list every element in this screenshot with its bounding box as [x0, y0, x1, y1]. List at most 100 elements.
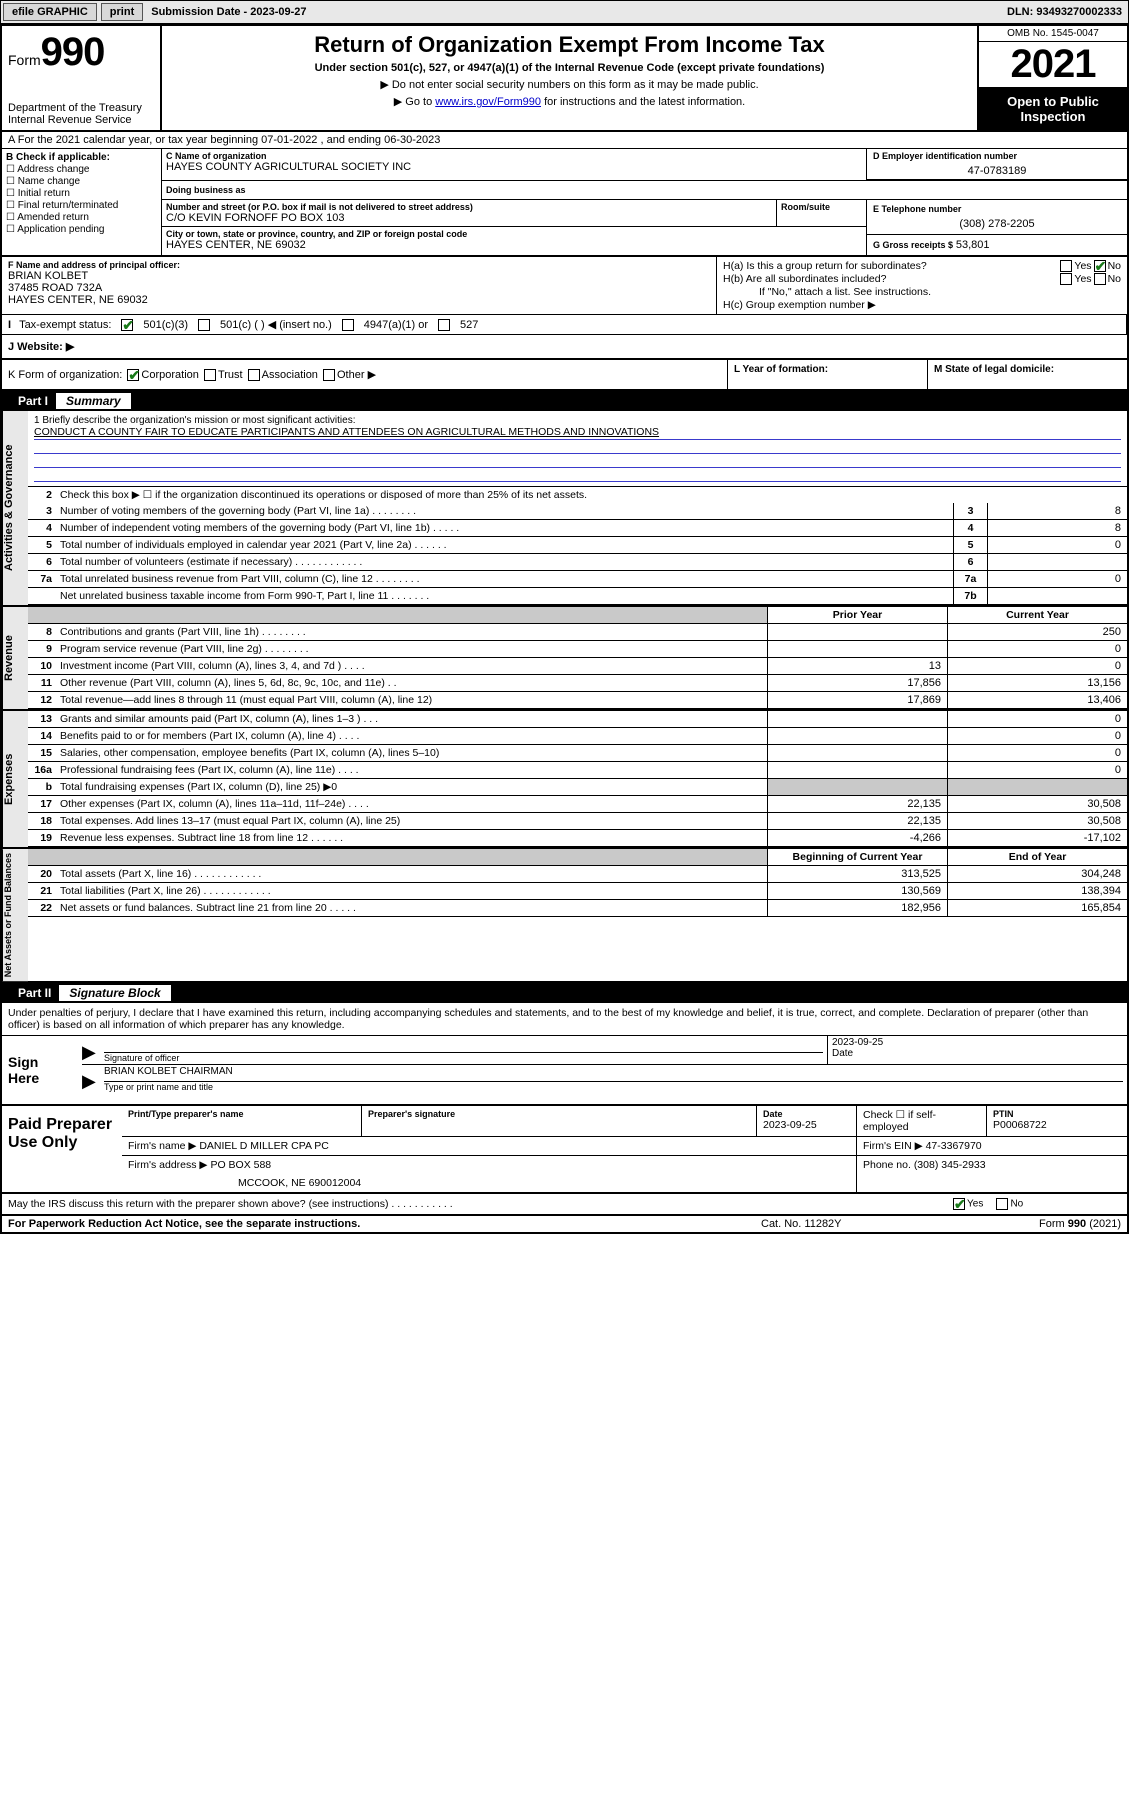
section-b-to-g: B Check if applicable: ☐ Address change …	[2, 149, 1127, 257]
prior-year-hdr: Prior Year	[767, 607, 947, 623]
summary-row: 13Grants and similar amounts paid (Part …	[28, 711, 1127, 728]
officer-addr2: HAYES CENTER, NE 69032	[8, 294, 710, 306]
summary-row: 16aProfessional fundraising fees (Part I…	[28, 762, 1127, 779]
gross-label: G Gross receipts $	[873, 240, 953, 250]
lbl-501c: 501(c) ( ) ◀ (insert no.)	[220, 318, 332, 331]
form-prefix: Form	[8, 52, 41, 68]
ha-yes-label: Yes	[1074, 260, 1091, 272]
summary-row: 21Total liabilities (Part X, line 26) . …	[28, 883, 1127, 900]
lbl-other: Other ▶	[337, 369, 376, 381]
boc-hdr: Beginning of Current Year	[767, 849, 947, 865]
section-f: F Name and address of principal officer:…	[2, 257, 717, 314]
city-label: City or town, state or province, country…	[166, 229, 862, 239]
chk-name-change[interactable]: ☐ Name change	[6, 176, 157, 187]
eoy-hdr: End of Year	[947, 849, 1127, 865]
chk-amended[interactable]: ☐ Amended return	[6, 212, 157, 223]
sig-type-caption: Type or print name and title	[104, 1082, 1123, 1092]
form-number: 990	[41, 30, 105, 74]
chk-501c3[interactable]	[121, 319, 133, 331]
revenue-section: Revenue Prior Year Current Year 8Contrib…	[2, 607, 1127, 711]
ha-no-label: No	[1108, 260, 1121, 272]
ptin-value: P00068722	[993, 1119, 1121, 1131]
part-2-header: Part II Signature Block	[2, 983, 1127, 1003]
dept-label: Department of the Treasury	[8, 102, 154, 114]
h-b-label: H(b) Are all subordinates included?	[723, 273, 1058, 285]
form-990: Form990 Department of the Treasury Inter…	[0, 24, 1129, 1234]
sec-b-label: B Check if applicable:	[6, 152, 157, 163]
top-toolbar: efile GRAPHIC print Submission Date - 20…	[0, 0, 1129, 24]
officer-name: BRIAN KOLBET	[8, 270, 710, 282]
chk-final-return[interactable]: ☐ Final return/terminated	[6, 200, 157, 211]
section-h: H(a) Is this a group return for subordin…	[717, 257, 1127, 314]
section-d: D Employer identification number 47-0783…	[867, 149, 1127, 180]
omb-number: OMB No. 1545-0047	[979, 26, 1127, 42]
firmcity-value: MCCOOK, NE 690012004	[128, 1171, 850, 1189]
section-klm: K Form of organization: Corporation Trus…	[2, 360, 1127, 391]
discuss-yes-checkbox[interactable]	[953, 1198, 965, 1210]
cat-no: Cat. No. 11282Y	[761, 1218, 961, 1230]
chk-address-change[interactable]: ☐ Address change	[6, 164, 157, 175]
chk-other[interactable]	[323, 369, 335, 381]
room-label: Room/suite	[781, 202, 862, 212]
chk-527[interactable]	[438, 319, 450, 331]
phone-label: E Telephone number	[873, 204, 1121, 214]
irs-label: Internal Revenue Service	[8, 114, 154, 126]
firmaddr-label: Firm's address ▶	[128, 1159, 208, 1171]
link-note: ▶ Go to www.irs.gov/Form990 for instruct…	[170, 95, 969, 108]
chk-corp[interactable]	[127, 369, 139, 381]
sig-officer-caption: Signature of officer	[104, 1053, 823, 1063]
hb-yes-label: Yes	[1074, 273, 1091, 285]
section-c: C Name of organization HAYES COUNTY AGRI…	[162, 149, 1127, 255]
chk-initial-return[interactable]: ☐ Initial return	[6, 188, 157, 199]
summary-row: 10Investment income (Part VIII, column (…	[28, 658, 1127, 675]
summary-row: 12Total revenue—add lines 8 through 11 (…	[28, 692, 1127, 709]
hb-no-checkbox[interactable]	[1094, 273, 1106, 285]
ha-yes-checkbox[interactable]	[1060, 260, 1072, 272]
summary-row: 9Program service revenue (Part VIII, lin…	[28, 641, 1127, 658]
sig-arrow-icon: ▶	[82, 1036, 100, 1064]
ein-value: 47-0783189	[873, 161, 1121, 177]
net-assets-section: Net Assets or Fund Balances Beginning of…	[2, 849, 1127, 983]
hb-yes-checkbox[interactable]	[1060, 273, 1072, 285]
chk-trust[interactable]	[204, 369, 216, 381]
ha-no-checkbox[interactable]	[1094, 260, 1106, 272]
form-title: Return of Organization Exempt From Incom…	[170, 32, 969, 58]
part-1-header: Part I Summary	[2, 391, 1127, 411]
note2-pre: ▶ Go to	[394, 96, 435, 108]
mission-line4	[34, 468, 1121, 482]
pra-notice: For Paperwork Reduction Act Notice, see …	[8, 1218, 761, 1230]
psig-label: Preparer's signature	[368, 1109, 750, 1119]
sign-here-label: Sign Here	[2, 1036, 72, 1104]
form990-link[interactable]: www.irs.gov/Form990	[435, 96, 541, 108]
page-footer: For Paperwork Reduction Act Notice, see …	[2, 1216, 1127, 1232]
line2-text: Check this box ▶ ☐ if the organization d…	[56, 487, 1127, 503]
part-2-num: Part II	[10, 986, 59, 1000]
dba-label: Doing business as	[166, 185, 1123, 195]
h-c-label: H(c) Group exemption number ▶	[723, 299, 1121, 311]
efile-button[interactable]: efile GRAPHIC	[3, 3, 97, 21]
part-1-num: Part I	[10, 394, 56, 408]
summary-row: 3Number of voting members of the governi…	[28, 503, 1127, 520]
gross-value: 53,801	[956, 239, 990, 251]
selfemp-checkbox[interactable]: Check ☐ if self-employed	[863, 1109, 980, 1133]
chk-assoc[interactable]	[248, 369, 260, 381]
row-a-taxyear: A For the 2021 calendar year, or tax yea…	[2, 132, 1127, 149]
chk-501c[interactable]	[198, 319, 210, 331]
form-org-label: K Form of organization:	[8, 369, 122, 381]
section-i: ITax-exempt status: 501(c)(3) 501(c) ( )…	[2, 315, 1127, 334]
header-title-block: Return of Organization Exempt From Incom…	[162, 26, 977, 130]
part-1-title: Summary	[56, 393, 131, 409]
street-value: C/O KEVIN FORNOFF PO BOX 103	[166, 212, 772, 224]
firmaddr-value: PO BOX 588	[210, 1159, 271, 1171]
print-button[interactable]: print	[101, 3, 143, 21]
officer-addr1: 37485 ROAD 732A	[8, 282, 710, 294]
discuss-no-checkbox[interactable]	[996, 1198, 1008, 1210]
section-e: E Telephone number (308) 278-2205	[867, 200, 1127, 235]
chk-app-pending[interactable]: ☐ Application pending	[6, 224, 157, 235]
paid-preparer-block: Paid Preparer Use Only Print/Type prepar…	[2, 1106, 1127, 1194]
chk-4947[interactable]	[342, 319, 354, 331]
firmname-value: DANIEL D MILLER CPA PC	[199, 1140, 329, 1152]
ptname-label: Print/Type preparer's name	[128, 1109, 355, 1119]
section-l: L Year of formation:	[727, 360, 927, 389]
header-right: OMB No. 1545-0047 2021 Open to Public In…	[977, 26, 1127, 130]
